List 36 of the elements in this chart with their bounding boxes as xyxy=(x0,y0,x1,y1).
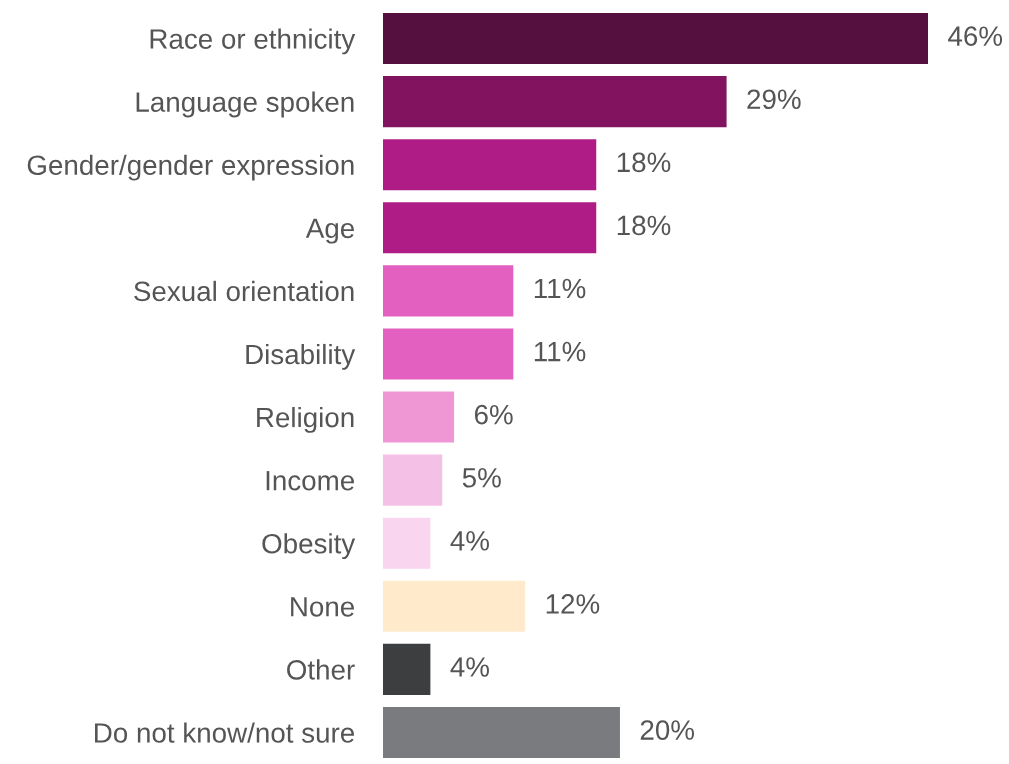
y-tick-label: Disability xyxy=(246,343,356,370)
y-tick-label: Do not know/not sure xyxy=(95,722,355,743)
bar xyxy=(383,580,526,632)
bar xyxy=(383,328,514,380)
data-label: 29% xyxy=(747,89,801,110)
data-label: 4% xyxy=(450,657,489,677)
y-tick-label: Age xyxy=(305,218,354,244)
bar xyxy=(383,139,597,191)
y-tick-label: Obesity xyxy=(262,533,356,560)
bar xyxy=(383,517,431,569)
bar xyxy=(383,265,514,317)
bar xyxy=(383,706,620,759)
bar xyxy=(383,76,727,128)
data-label: 11% xyxy=(534,341,586,362)
data-label: 20% xyxy=(640,720,695,740)
data-label: 18% xyxy=(617,215,671,236)
data-label: 18% xyxy=(617,152,671,173)
y-tick-label: Sexual orientation xyxy=(134,280,354,302)
data-label: 4% xyxy=(450,531,489,551)
bar xyxy=(383,12,928,65)
data-label: 12% xyxy=(546,594,600,614)
y-tick-label: None xyxy=(291,597,354,617)
bar xyxy=(383,643,431,695)
y-tick-label: Language spoken xyxy=(136,91,354,118)
data-label: 11% xyxy=(534,278,586,299)
data-label: 5% xyxy=(462,468,501,488)
y-tick-label: Income xyxy=(266,471,354,491)
y-tick-label: Race or ethnicity xyxy=(150,28,356,55)
bar xyxy=(383,391,455,443)
y-tick-label: Other xyxy=(287,659,355,680)
bar xyxy=(383,202,597,254)
y-tick-label: Gender/gender expression xyxy=(27,154,354,181)
y-tick-label: Religion xyxy=(257,406,354,433)
data-label: 6% xyxy=(474,404,513,425)
bar xyxy=(383,454,443,506)
data-label: 46% xyxy=(948,26,1003,46)
